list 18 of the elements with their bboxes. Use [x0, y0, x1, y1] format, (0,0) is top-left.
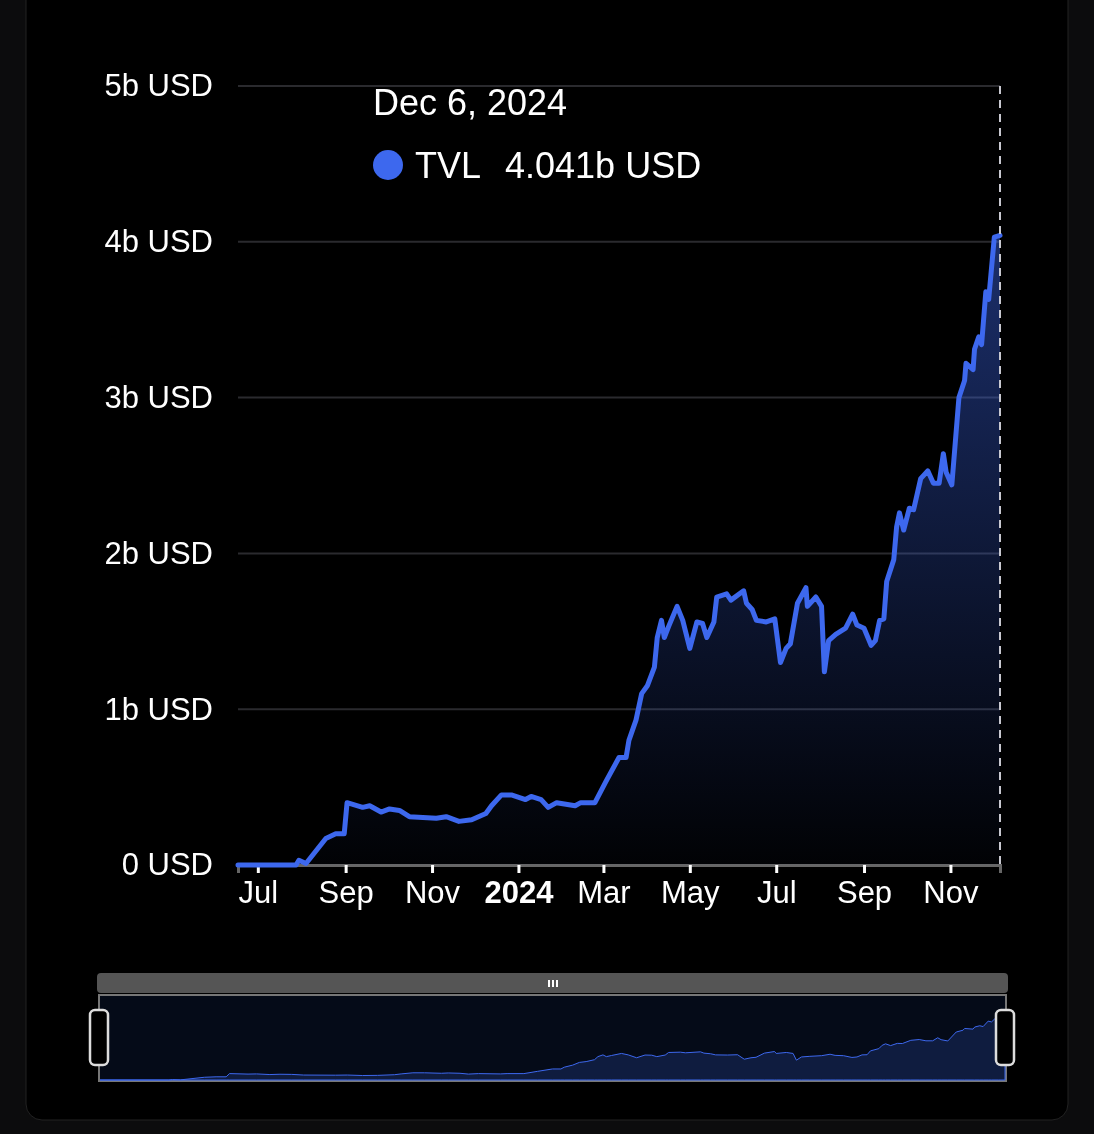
x-tick-label: Jul: [238, 875, 279, 911]
x-tick-label: Nov: [923, 875, 979, 911]
y-tick-label: 3b USD: [104, 380, 213, 416]
y-tick-label: 0 USD: [121, 847, 213, 883]
y-tick-label: 2b USD: [104, 535, 213, 571]
annotation: Dec 6, 2024: [373, 82, 568, 123]
annotation: 4.041b USD: [505, 145, 702, 186]
x-tick-label: Mar: [577, 875, 631, 911]
x-tick-label: Sep: [836, 875, 893, 911]
legend-label: TVL: [415, 145, 482, 186]
x-tick-label: May: [661, 875, 721, 911]
x-tick-label: Jul: [756, 875, 797, 911]
x-tick-label: Sep: [318, 875, 374, 911]
x-tick-label: Nov: [404, 875, 461, 911]
y-tick-label: 4b USD: [104, 224, 213, 260]
x-tick-label: 2024: [484, 875, 555, 911]
y-tick-label: 1b USD: [104, 691, 213, 727]
y-tick-label: 5b USD: [104, 68, 213, 104]
